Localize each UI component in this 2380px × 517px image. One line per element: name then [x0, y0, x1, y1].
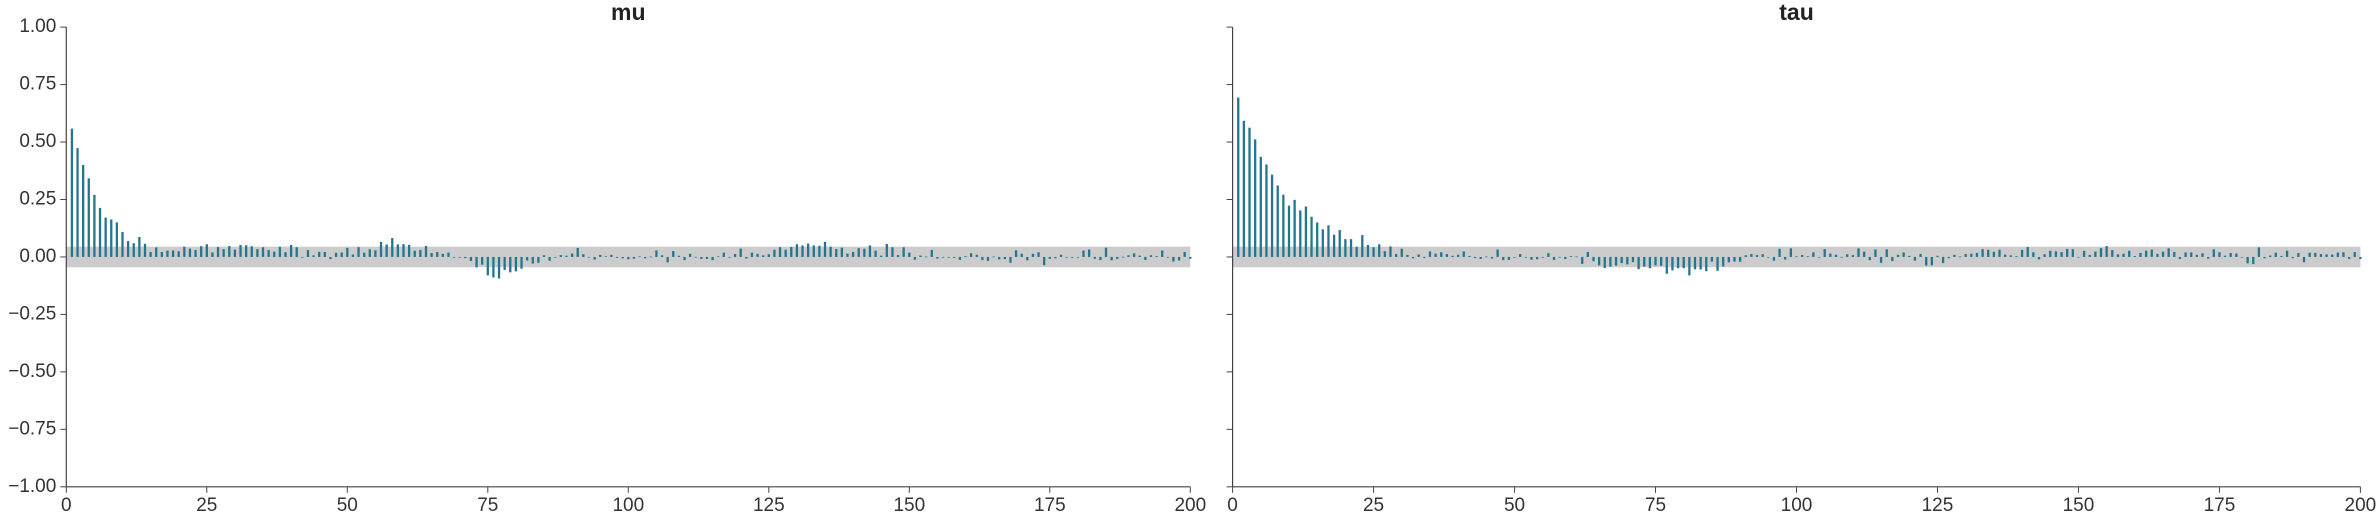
svg-text:50: 50	[1504, 495, 1525, 516]
svg-text:0.25: 0.25	[19, 189, 56, 210]
svg-text:tau: tau	[1779, 0, 1814, 25]
svg-text:mu: mu	[611, 0, 646, 25]
svg-text:25: 25	[196, 495, 217, 516]
svg-text:0.00: 0.00	[19, 246, 56, 267]
svg-text:0: 0	[61, 495, 72, 516]
svg-text:50: 50	[337, 495, 358, 516]
svg-text:175: 175	[1034, 495, 1066, 516]
svg-text:125: 125	[1922, 495, 1954, 516]
svg-text:0.50: 0.50	[19, 131, 56, 152]
svg-text:100: 100	[612, 495, 644, 516]
svg-text:100: 100	[1781, 495, 1813, 516]
svg-text:−0.25: −0.25	[8, 303, 56, 324]
svg-text:200: 200	[2345, 495, 2377, 516]
svg-text:−1.00: −1.00	[8, 476, 56, 497]
svg-text:1.00: 1.00	[19, 16, 56, 37]
svg-text:125: 125	[753, 495, 785, 516]
svg-text:200: 200	[1174, 495, 1206, 516]
svg-text:150: 150	[893, 495, 925, 516]
svg-text:175: 175	[2204, 495, 2236, 516]
svg-text:25: 25	[1363, 495, 1384, 516]
svg-text:75: 75	[477, 495, 498, 516]
svg-text:−0.50: −0.50	[8, 361, 56, 382]
svg-text:0.75: 0.75	[19, 74, 56, 95]
svg-text:0: 0	[1227, 495, 1238, 516]
svg-text:75: 75	[1645, 495, 1666, 516]
svg-text:−0.75: −0.75	[8, 418, 56, 439]
svg-text:150: 150	[2063, 495, 2095, 516]
